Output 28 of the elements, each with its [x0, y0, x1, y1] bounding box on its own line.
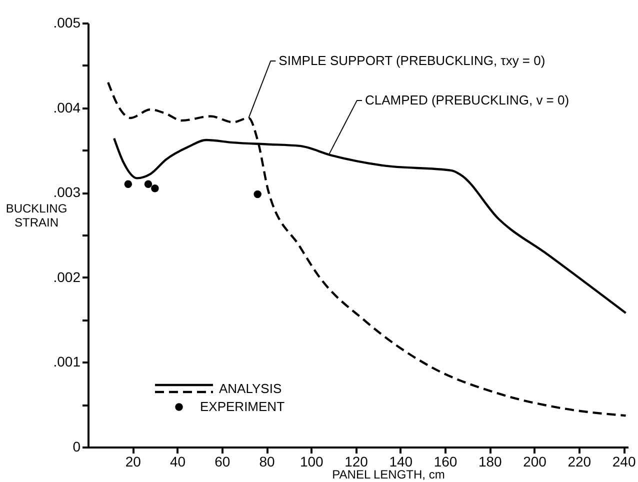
point	[124, 180, 132, 188]
x-tick-label: 240	[612, 454, 636, 470]
point	[254, 190, 262, 198]
point	[144, 180, 152, 188]
y-tick-label: .005	[53, 14, 81, 30]
y-tick-label: .004	[53, 99, 81, 116]
y-tick-label: .003	[53, 184, 81, 200]
x-tick-label: 160	[434, 454, 458, 470]
annotation: SIMPLE SUPPORT (PREBUCKLING, τxy = 0)	[278, 52, 546, 68]
x-tick-label: 200	[523, 454, 547, 470]
y-axis-title: BUCKLING STRAIN	[6, 202, 68, 230]
annotation: CLAMPED (PREBUCKLING, v = 0)	[364, 92, 570, 108]
point	[151, 184, 159, 192]
x-tick-label: 40	[170, 454, 186, 470]
legend-label: EXPERIMENT	[200, 399, 285, 414]
x-axis-title: PANEL LENGTH, cm	[332, 468, 445, 482]
y-tick-label: .001	[53, 354, 81, 370]
annotation: ANALYSIS	[219, 381, 282, 396]
x-tick-label: 80	[259, 454, 276, 470]
x-tick-label: 60	[214, 454, 230, 470]
x-tick-label: 180	[478, 454, 502, 470]
x-tick-label: 100	[300, 454, 324, 470]
y-tick-label: .002	[53, 268, 81, 285]
x-tick-label: 120	[344, 454, 368, 470]
y-tick-label: 0	[72, 438, 81, 454]
x-tick-label: 220	[568, 454, 592, 470]
x-tick-label: 140	[389, 454, 413, 470]
x-tick-label: 20	[125, 454, 142, 470]
